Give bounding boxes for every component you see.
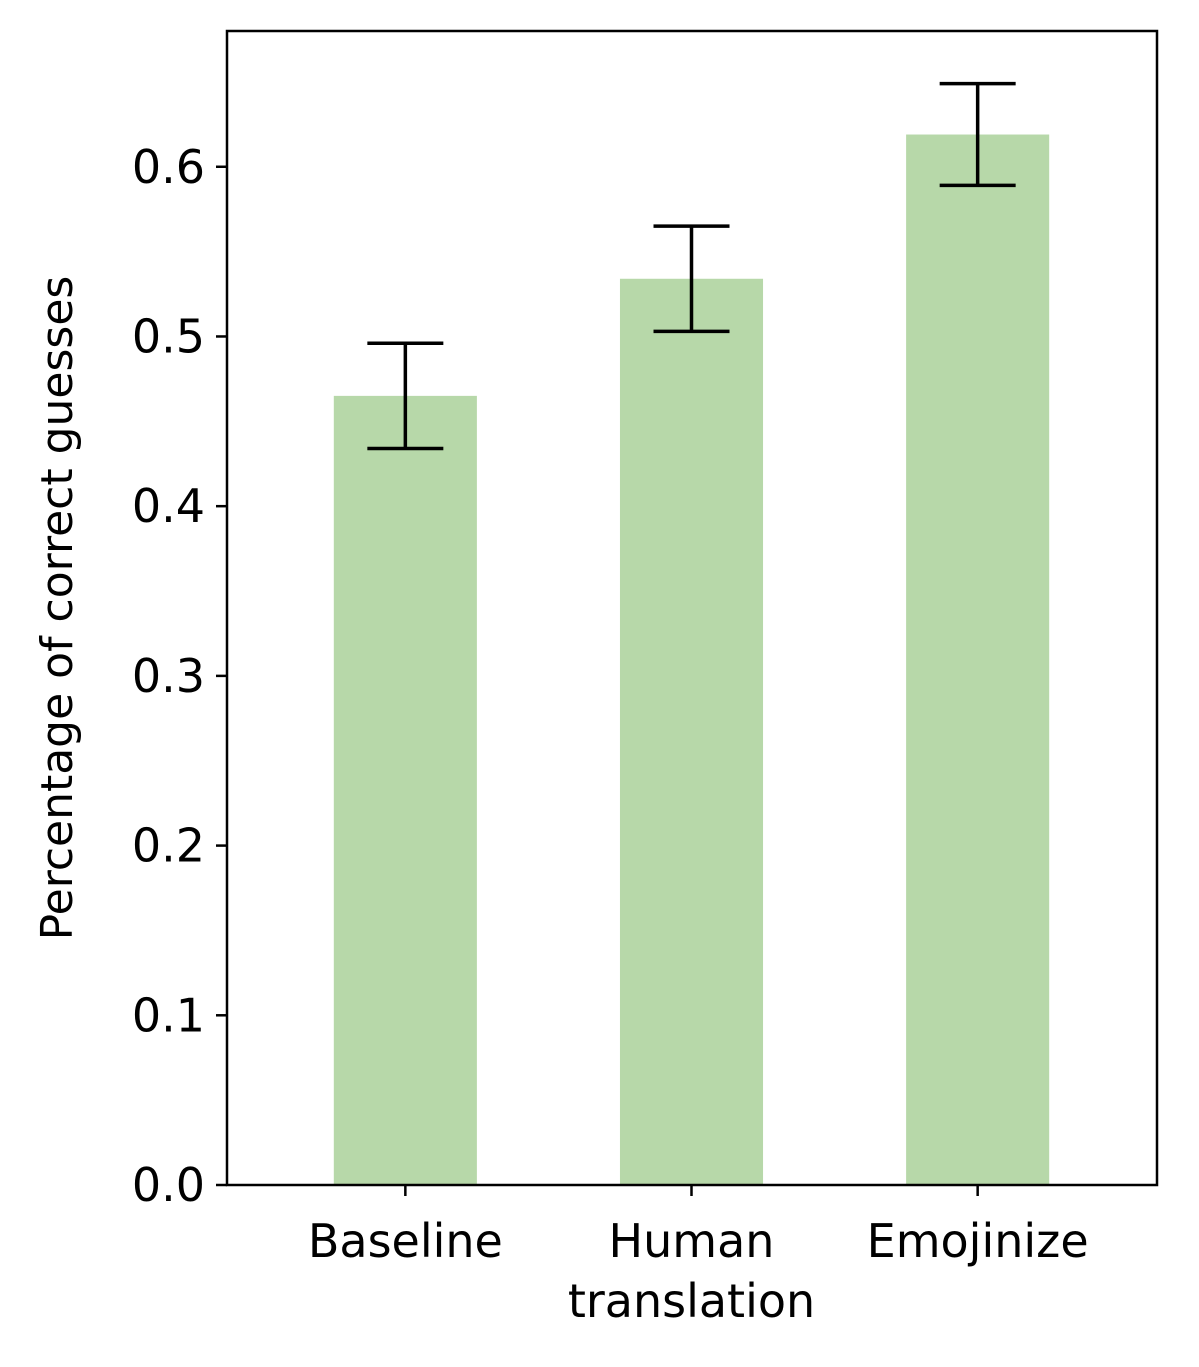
- x-tick-label-1-line-0: Human: [609, 1214, 775, 1268]
- y-tick-label-6: 0.6: [132, 140, 205, 194]
- x-tick-label-0: Baseline: [308, 1214, 503, 1268]
- y-tick-label-2: 0.2: [132, 819, 205, 873]
- x-tick-label-2: Emojinize: [867, 1214, 1089, 1268]
- bar-0: [333, 395, 477, 1185]
- y-tick-label-1: 0.1: [132, 988, 205, 1042]
- y-axis-label: Percentage of correct guesses: [32, 276, 83, 941]
- bar-2: [906, 134, 1050, 1185]
- bar-1: [619, 278, 764, 1185]
- bars-group: [333, 134, 1050, 1185]
- x-axis: Baseline Human translation Emojinize: [308, 1185, 1089, 1328]
- x-tick-label-0-line-0: Baseline: [308, 1214, 503, 1268]
- y-axis: 0.0 0.1 0.2 0.3 0.4 0.5 0.6: [132, 140, 227, 1212]
- x-tick-label-2-line-0: Emojinize: [867, 1214, 1089, 1268]
- y-tick-label-4: 0.4: [132, 479, 205, 533]
- y-tick-label-3: 0.3: [132, 649, 205, 703]
- x-tick-label-1: Human translation: [568, 1214, 815, 1328]
- x-tick-label-1-line-1: translation: [568, 1274, 815, 1328]
- error-bars-group: [367, 81, 1016, 451]
- y-tick-label-0: 0.0: [132, 1158, 205, 1212]
- y-tick-label-5: 0.5: [132, 309, 205, 363]
